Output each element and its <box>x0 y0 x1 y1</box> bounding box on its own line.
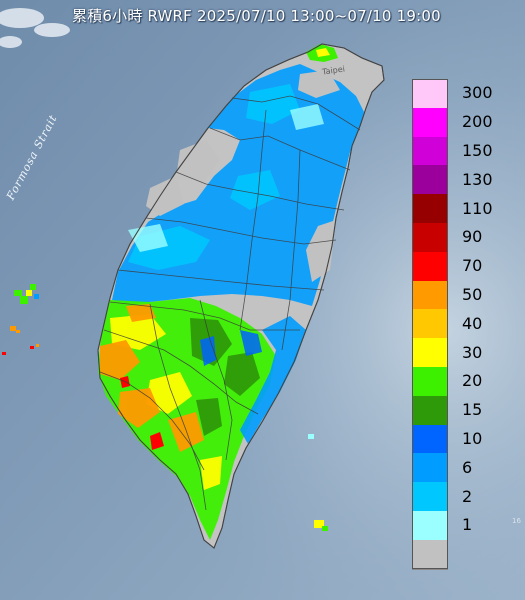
legend-swatch <box>412 395 448 426</box>
legend-label: 15 <box>462 400 483 420</box>
legend-swatch <box>412 367 448 397</box>
dry-grey-patches <box>146 70 340 282</box>
rain-north-tip-yellow <box>316 48 330 57</box>
county-boundaries <box>99 95 361 511</box>
legend-swatch <box>412 424 448 455</box>
legend-swatch <box>412 482 448 512</box>
sea-cloud-texture <box>0 8 70 48</box>
legend-label: 90 <box>462 227 483 247</box>
legend-label: 150 <box>462 141 493 160</box>
legend-label: 2 <box>462 486 473 506</box>
legend-swatch <box>412 107 448 138</box>
legend-label: 130 <box>462 169 493 189</box>
edge-mark: 16 <box>512 517 521 525</box>
legend-swatch <box>412 511 448 541</box>
legend-swatch <box>412 280 448 311</box>
map-title: 累積6小時 RWRF 2025/07/10 13:00~07/10 19:00 <box>72 7 441 25</box>
legend-label: 20 <box>462 371 483 391</box>
legend-swatch <box>412 251 448 282</box>
penghu-islands <box>2 284 39 355</box>
legend-label: 70 <box>462 256 483 276</box>
legend-label: 30 <box>462 342 483 362</box>
legend-label: 50 <box>462 285 483 304</box>
legend-swatch <box>412 165 448 196</box>
legend-label: 1 <box>462 515 473 535</box>
legend-swatch <box>412 79 448 109</box>
legend-swatch <box>412 223 448 253</box>
legend-swatch <box>412 309 448 340</box>
legend-label: 200 <box>462 112 493 132</box>
legend-swatch <box>412 194 448 224</box>
rain-band-east <box>240 316 306 444</box>
taiwan-coastline <box>97 43 385 549</box>
legend-label: 40 <box>462 313 483 333</box>
legend-label: 300 <box>462 83 493 103</box>
legend-label: 6 <box>462 457 473 477</box>
offshore-islands <box>308 434 328 531</box>
legend-label: 110 <box>462 198 493 218</box>
legend-swatch <box>412 539 448 570</box>
rain-red-patches <box>120 376 164 450</box>
legend-swatch <box>412 453 448 484</box>
legend-label: 10 <box>462 429 483 448</box>
legend-swatch <box>412 136 448 167</box>
legend-swatch <box>412 338 448 368</box>
rain-blue-inland <box>200 330 262 366</box>
